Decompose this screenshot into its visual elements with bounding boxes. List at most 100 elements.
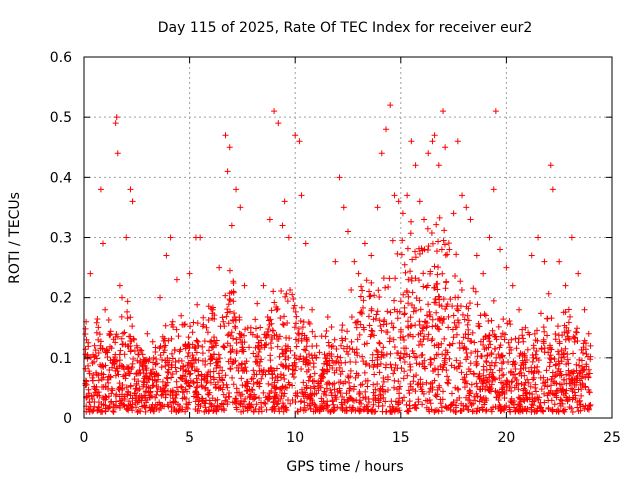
data-point bbox=[441, 227, 448, 234]
data-point bbox=[153, 360, 160, 367]
data-point bbox=[400, 375, 407, 382]
data-point bbox=[545, 397, 552, 404]
data-point bbox=[567, 313, 574, 320]
data-point bbox=[357, 321, 364, 328]
data-point bbox=[424, 282, 431, 289]
data-point bbox=[82, 365, 89, 372]
data-point bbox=[280, 322, 287, 329]
data-point bbox=[412, 254, 419, 261]
data-point bbox=[338, 399, 345, 406]
data-point bbox=[461, 384, 468, 391]
data-point bbox=[264, 328, 271, 335]
data-point bbox=[442, 306, 449, 313]
data-point bbox=[323, 327, 330, 334]
data-point bbox=[537, 310, 544, 317]
data-point bbox=[179, 389, 186, 396]
data-point bbox=[535, 357, 542, 364]
data-point bbox=[336, 385, 343, 392]
data-point bbox=[253, 353, 260, 360]
data-point bbox=[226, 144, 233, 151]
data-point bbox=[95, 389, 102, 396]
data-point bbox=[112, 372, 119, 379]
data-point bbox=[113, 114, 120, 121]
data-point bbox=[95, 350, 102, 357]
grid bbox=[84, 57, 612, 418]
data-point bbox=[490, 297, 497, 304]
data-point bbox=[92, 386, 99, 393]
data-point bbox=[481, 346, 488, 353]
data-point bbox=[372, 386, 379, 393]
data-point bbox=[96, 406, 103, 413]
data-point bbox=[307, 395, 314, 402]
data-point bbox=[507, 321, 514, 328]
data-point bbox=[358, 283, 365, 290]
data-point bbox=[188, 364, 195, 371]
data-point bbox=[163, 374, 170, 381]
data-point bbox=[405, 408, 412, 415]
data-point bbox=[172, 358, 179, 365]
data-point bbox=[222, 292, 229, 299]
data-point bbox=[343, 390, 350, 397]
x-axis-label: GPS time / hours bbox=[286, 459, 403, 475]
data-point bbox=[85, 405, 92, 412]
data-point bbox=[431, 342, 438, 349]
data-point bbox=[427, 270, 434, 277]
data-point bbox=[190, 360, 197, 367]
data-point bbox=[520, 392, 527, 399]
data-point bbox=[140, 366, 147, 373]
data-point bbox=[282, 293, 289, 300]
data-point bbox=[225, 320, 232, 327]
data-point bbox=[93, 329, 100, 336]
data-point bbox=[482, 408, 489, 415]
data-point bbox=[419, 325, 426, 332]
data-point bbox=[293, 313, 300, 320]
data-point bbox=[108, 345, 115, 352]
data-point bbox=[282, 384, 289, 391]
data-point bbox=[313, 342, 320, 349]
data-point bbox=[456, 394, 463, 401]
data-point bbox=[448, 390, 455, 397]
data-point bbox=[227, 342, 234, 349]
data-point bbox=[424, 247, 431, 254]
data-point bbox=[571, 335, 578, 342]
data-point bbox=[438, 246, 445, 253]
data-point bbox=[377, 323, 384, 330]
data-point bbox=[333, 345, 340, 352]
data-point bbox=[371, 292, 378, 299]
data-point bbox=[251, 371, 258, 378]
data-point bbox=[249, 331, 256, 338]
data-point bbox=[291, 352, 298, 359]
data-point bbox=[433, 309, 440, 316]
data-point bbox=[83, 381, 90, 388]
data-point bbox=[541, 390, 548, 397]
data-point bbox=[466, 397, 473, 404]
data-point bbox=[412, 404, 419, 411]
data-point bbox=[374, 381, 381, 388]
data-point bbox=[364, 377, 371, 384]
data-point bbox=[552, 336, 559, 343]
data-point bbox=[247, 324, 254, 331]
data-point bbox=[292, 363, 299, 370]
data-point bbox=[211, 337, 218, 344]
data-point bbox=[373, 311, 380, 318]
data-point bbox=[444, 251, 451, 258]
data-point bbox=[120, 401, 127, 408]
data-point bbox=[270, 398, 277, 405]
data-point bbox=[133, 404, 140, 411]
data-point bbox=[366, 288, 373, 295]
data-point bbox=[552, 330, 559, 337]
data-point bbox=[237, 401, 244, 408]
data-point bbox=[364, 383, 371, 390]
data-point bbox=[380, 321, 387, 328]
data-point bbox=[562, 345, 569, 352]
data-point bbox=[306, 374, 313, 380]
data-point bbox=[342, 359, 349, 366]
data-point bbox=[420, 283, 427, 290]
data-point bbox=[182, 408, 189, 415]
data-point bbox=[450, 312, 457, 319]
data-point bbox=[407, 323, 414, 330]
data-point bbox=[108, 390, 115, 397]
data-point bbox=[406, 361, 413, 368]
data-point bbox=[482, 312, 489, 319]
data-point bbox=[281, 390, 288, 397]
